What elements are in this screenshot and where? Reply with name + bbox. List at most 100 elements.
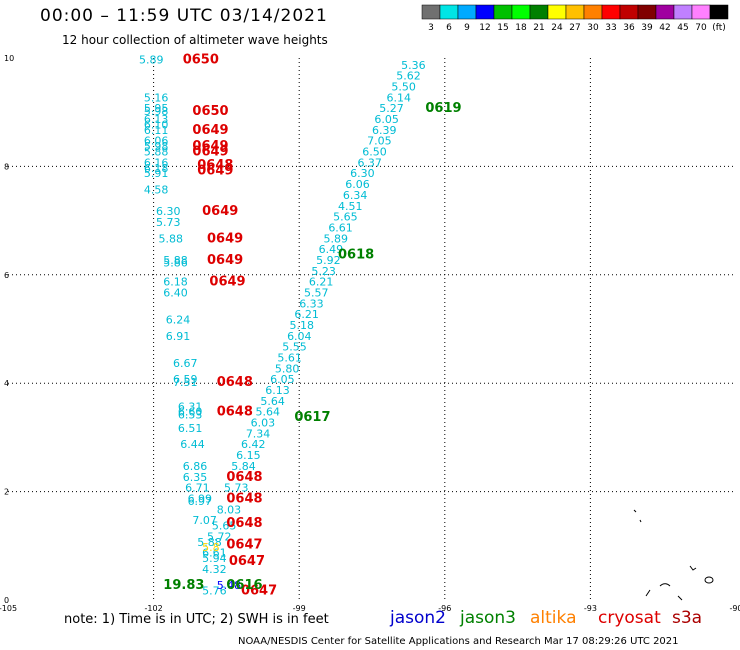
wave-height-label: 6.30 [156,205,181,218]
color-scale-label: 6 [446,23,452,33]
credit-line: NOAA/NESDIS Center for Satellite Applica… [238,636,679,647]
satellite-legend-jason2: jason2 [390,608,446,628]
wave-height-label: 5.57 [304,286,329,299]
y-tick-label: 8 [4,162,9,171]
color-scale-label: 21 [533,23,544,33]
wave-height-label: 6.03 [251,417,276,430]
wave-height-label: 6.33 [299,297,324,310]
pass-time-label: 0616 [226,578,262,593]
color-scale-label: 27 [569,23,580,33]
wave-height-label: 5.95 [144,102,169,115]
pass-time-label: 0648 [217,375,253,390]
pass-time-label: 0617 [294,410,330,425]
wave-height-label: 6.91 [166,330,191,343]
wave-height-label: 6.18 [163,276,188,289]
wave-height-label: 6.34 [343,189,368,202]
wave-height-label: 5.50 [391,81,416,94]
color-swatch [673,4,693,20]
color-scale-label: 15 [497,23,508,33]
pass-time-label: 0649 [207,231,243,246]
wave-height-label: 5.65 [212,520,237,533]
y-tick-label: 10 [4,54,14,63]
pass-time-label: 0648 [226,516,262,531]
wave-height-label: 6.05 [270,373,295,386]
wave-height-label: 6.71 [185,482,210,495]
wave-height-label: 7.07 [192,514,217,527]
wave-height-label: 6.40 [163,286,188,299]
color-scale-label: 39 [641,23,653,33]
wave-height-label: 5.88 [144,146,169,159]
wave-height-label: 6.18 [144,162,169,175]
y-tick-label: 4 [4,379,9,388]
wave-height-label: 6.59 [173,373,198,386]
color-scale-label: 30 [587,23,599,33]
color-swatch [583,4,603,20]
wave-height-label: 5.89 [139,53,164,66]
color-scale-label: 9 [464,23,470,33]
color-swatch [457,4,477,20]
wave-height-label: 5.92 [316,254,341,267]
color-scale-label: 42 [659,23,670,33]
wave-height-label: 5.64 [260,395,285,408]
wave-height-label: 5.61 [277,352,302,365]
wave-height-label: 5.72 [207,530,232,543]
wave-height-label: 6.49 [319,243,344,256]
wave-height-label: 6.60 [178,406,203,419]
color-swatch [565,4,585,20]
wave-height-label: 6.21 [294,308,319,321]
pass-time-label: 0649 [209,275,245,290]
y-tick-label: 0 [4,596,9,605]
satellite-legend-jason3: jason3 [460,608,516,628]
wave-height-label: 5.88 [163,254,188,267]
x-tick-label: -96 [438,604,451,613]
wave-height-label: 6.24 [166,314,191,327]
color-scale-label: 18 [515,23,527,33]
wave-height-label: 4.58 [144,184,169,197]
y-tick-label: 2 [4,488,9,497]
wave-height-label: 6.05 [374,113,399,126]
satellite-legend-altika: altika [530,608,577,628]
wave-height-label: 5.62 [396,70,421,83]
color-scale-label: 45 [677,23,688,33]
wave-height-label: 5.55 [282,341,307,354]
wave-height-label: 6.61 [202,547,227,560]
wave-height-label: 4.32 [202,563,227,576]
wave-height-label: 6.51 [178,422,203,435]
wave-height-label: 6.37 [357,156,382,169]
wave-height-label: 7.51 [173,376,198,389]
color-swatch [475,4,495,20]
wave-height-label: 5.91 [144,167,169,180]
wave-height-label: 6.86 [183,460,208,473]
wave-height-label: 5.88 [158,232,183,245]
wave-height-label: 6.04 [287,330,312,343]
wave-height-label: 6.97 [188,495,213,508]
wave-height-label: 6.35 [183,471,208,484]
footnote: note: 1) Time is in UTC; 2) SWH is in fe… [64,612,329,627]
wave-height-label: 5.8 [202,541,220,554]
wave-height-label: 6.21 [309,276,334,289]
wave-height-label: 6.15 [236,449,261,462]
wave-height-label: 6.14 [387,91,412,104]
wave-height-label: 8.03 [217,503,242,516]
pass-time-label: 0649 [192,139,228,154]
x-tick-label: -99 [293,604,306,613]
color-scale-label: 3 [428,23,434,33]
wave-height-label: 6.31 [178,400,203,413]
wave-height-label: 6.67 [173,357,198,370]
pass-time-label: 0649 [192,123,228,138]
wave-height-label: 5.16 [144,91,169,104]
pass-time-label: 0650 [183,52,219,67]
wave-height-points: 5.365.625.506.145.276.056.397.056.506.37… [139,53,426,597]
x-tick-label: -90 [729,604,740,613]
color-swatch [529,4,549,20]
wave-height-label: 6.50 [362,146,387,159]
wave-height-label: 6.16 [144,156,169,169]
wave-height-label: 6.39 [372,124,397,137]
color-swatch [691,4,711,20]
color-swatch [619,4,639,20]
color-swatch [655,4,675,20]
satellite-legend-cryosat: cryosat [598,608,661,628]
wave-height-label: 5.89 [323,232,348,245]
color-scale-label: 24 [551,23,563,33]
